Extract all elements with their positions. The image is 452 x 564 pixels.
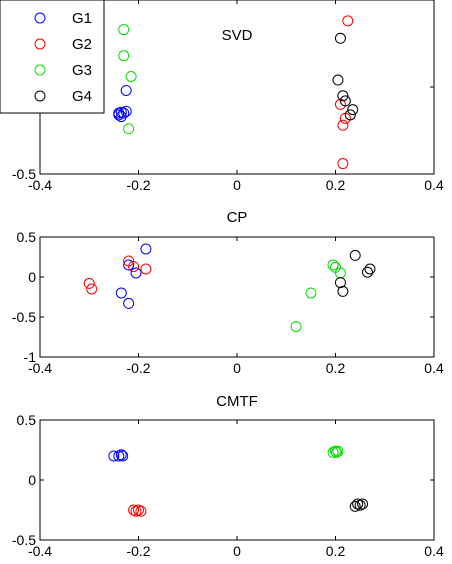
series-g1 <box>108 449 129 462</box>
series-g4 <box>334 249 376 297</box>
data-point <box>332 74 344 86</box>
data-point <box>332 445 344 457</box>
x-tick-label: -0.2 <box>126 543 150 559</box>
legend-box <box>0 0 105 114</box>
data-point <box>83 277 95 289</box>
subplot-cp: CP -0.4 -0.2 0 0.2 0.4 -1 -0.5 0 0.5 <box>12 209 444 376</box>
y-tick-label: 0.5 <box>17 229 37 245</box>
x-tick-label: 0.4 <box>424 360 444 376</box>
series-g3 <box>118 24 137 135</box>
x-tick-label: 0.4 <box>424 177 444 193</box>
data-point <box>337 90 349 102</box>
series-g3 <box>327 445 344 458</box>
data-point <box>334 32 346 44</box>
x-tick-label: -0.2 <box>126 360 150 376</box>
y-tick-label: 0 <box>28 269 36 285</box>
data-point <box>337 119 349 131</box>
data-point <box>123 297 135 309</box>
chart-title: SVD <box>222 27 253 44</box>
x-tick-label: 0.4 <box>424 543 444 559</box>
data-point <box>128 261 140 273</box>
data-point <box>125 71 137 83</box>
x-tick-label: -0.4 <box>28 360 52 376</box>
subplot-svd: SVD-0.4-0.200.20.4-0.50 <box>12 0 444 193</box>
y-tick-label: -0.5 <box>12 532 36 548</box>
x-tick-label: 0.2 <box>326 177 346 193</box>
axes-frame <box>39 236 435 358</box>
data-point <box>118 24 130 36</box>
legend-marker <box>34 90 46 102</box>
data-point <box>342 15 354 27</box>
x-tick-label: -0.4 <box>28 177 52 193</box>
data-point <box>344 109 356 121</box>
data-point <box>140 243 152 255</box>
data-point <box>113 107 125 119</box>
series-g3 <box>290 259 346 333</box>
legend-label: G4 <box>72 88 92 105</box>
data-point <box>115 449 127 461</box>
chart-title: CP <box>227 209 248 226</box>
legend-label: G3 <box>72 62 92 79</box>
legend-label: G1 <box>72 10 92 27</box>
series-g4 <box>349 498 369 512</box>
data-point <box>117 450 129 462</box>
series-g4 <box>332 32 359 121</box>
series-g2 <box>83 255 152 295</box>
data-point <box>115 111 127 123</box>
data-point <box>364 263 376 275</box>
data-point <box>305 287 317 299</box>
axes-frame <box>39 419 435 541</box>
x-tick-label: -0.4 <box>28 543 52 559</box>
y-tick-label: -0.5 <box>12 166 36 182</box>
data-point <box>337 285 349 297</box>
data-point <box>140 263 152 275</box>
data-point <box>135 505 147 517</box>
data-point <box>118 50 130 62</box>
data-point <box>330 445 341 457</box>
data-point <box>337 158 349 170</box>
legend-marker <box>34 64 46 76</box>
series-g1 <box>113 84 132 123</box>
y-tick-label: 0 <box>28 472 36 488</box>
data-point <box>120 84 132 96</box>
series-g1 <box>115 243 152 309</box>
data-point <box>330 446 342 458</box>
x-tick-label: 0.2 <box>326 543 346 559</box>
data-point <box>130 267 142 279</box>
data-point <box>349 500 361 512</box>
data-point <box>349 249 361 261</box>
data-point <box>357 498 369 510</box>
series-g2 <box>334 15 354 170</box>
series-g2 <box>128 504 147 517</box>
data-point <box>347 104 359 116</box>
x-tick-label: 0 <box>233 360 241 376</box>
x-tick-label: 0 <box>233 177 241 193</box>
legend-label: G2 <box>72 36 92 53</box>
data-point <box>123 123 135 135</box>
data-point <box>115 287 127 299</box>
data-point <box>118 107 130 119</box>
legend-marker <box>34 38 46 50</box>
x-tick-label: 0.2 <box>326 360 346 376</box>
data-point <box>339 95 351 107</box>
y-tick-label: 0.5 <box>17 412 37 428</box>
data-point <box>86 283 98 295</box>
x-tick-label: -0.2 <box>126 177 150 193</box>
data-point <box>108 450 120 462</box>
legend-marker <box>34 12 46 24</box>
chart-title: CMTF <box>216 393 258 410</box>
data-point <box>327 259 339 271</box>
legend: G1 G2 G3 G4 <box>0 0 105 114</box>
y-tick-label: -1 <box>24 349 37 365</box>
data-point <box>123 259 135 271</box>
data-point <box>362 266 374 278</box>
y-tick-label: -0.5 <box>12 309 36 325</box>
x-tick-label: 0 <box>233 543 241 559</box>
subplot-cmtf: CMTF -0.4 -0.2 0 0.2 0.4 -0.5 0 0.5 <box>12 393 444 559</box>
data-point <box>290 321 302 333</box>
